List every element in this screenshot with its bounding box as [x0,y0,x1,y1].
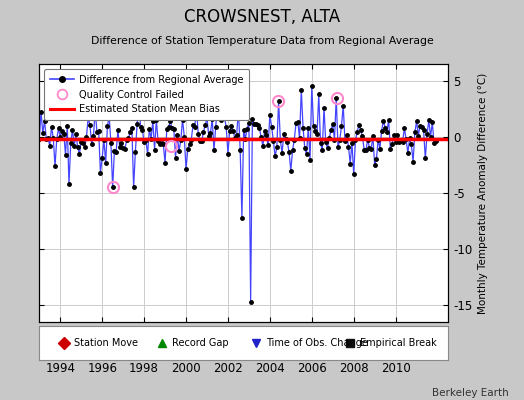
Text: Empirical Break: Empirical Break [360,338,437,348]
Legend: Difference from Regional Average, Quality Control Failed, Estimated Station Mean: Difference from Regional Average, Qualit… [44,69,249,120]
Text: 1996: 1996 [87,362,117,375]
Text: 2000: 2000 [171,362,201,375]
Text: 2006: 2006 [297,362,326,375]
Text: 1994: 1994 [45,362,75,375]
Text: Record Gap: Record Gap [172,338,229,348]
Text: Station Move: Station Move [74,338,138,348]
Text: Time of Obs. Change: Time of Obs. Change [266,338,368,348]
Text: 2008: 2008 [339,362,368,375]
Text: 2002: 2002 [213,362,243,375]
Text: 2010: 2010 [381,362,410,375]
Text: 1998: 1998 [129,362,159,375]
Text: Difference of Station Temperature Data from Regional Average: Difference of Station Temperature Data f… [91,36,433,46]
Y-axis label: Monthly Temperature Anomaly Difference (°C): Monthly Temperature Anomaly Difference (… [478,72,488,314]
Text: CROWSNEST, ALTA: CROWSNEST, ALTA [184,8,340,26]
Text: 2004: 2004 [255,362,285,375]
Text: Berkeley Earth: Berkeley Earth [432,388,508,398]
